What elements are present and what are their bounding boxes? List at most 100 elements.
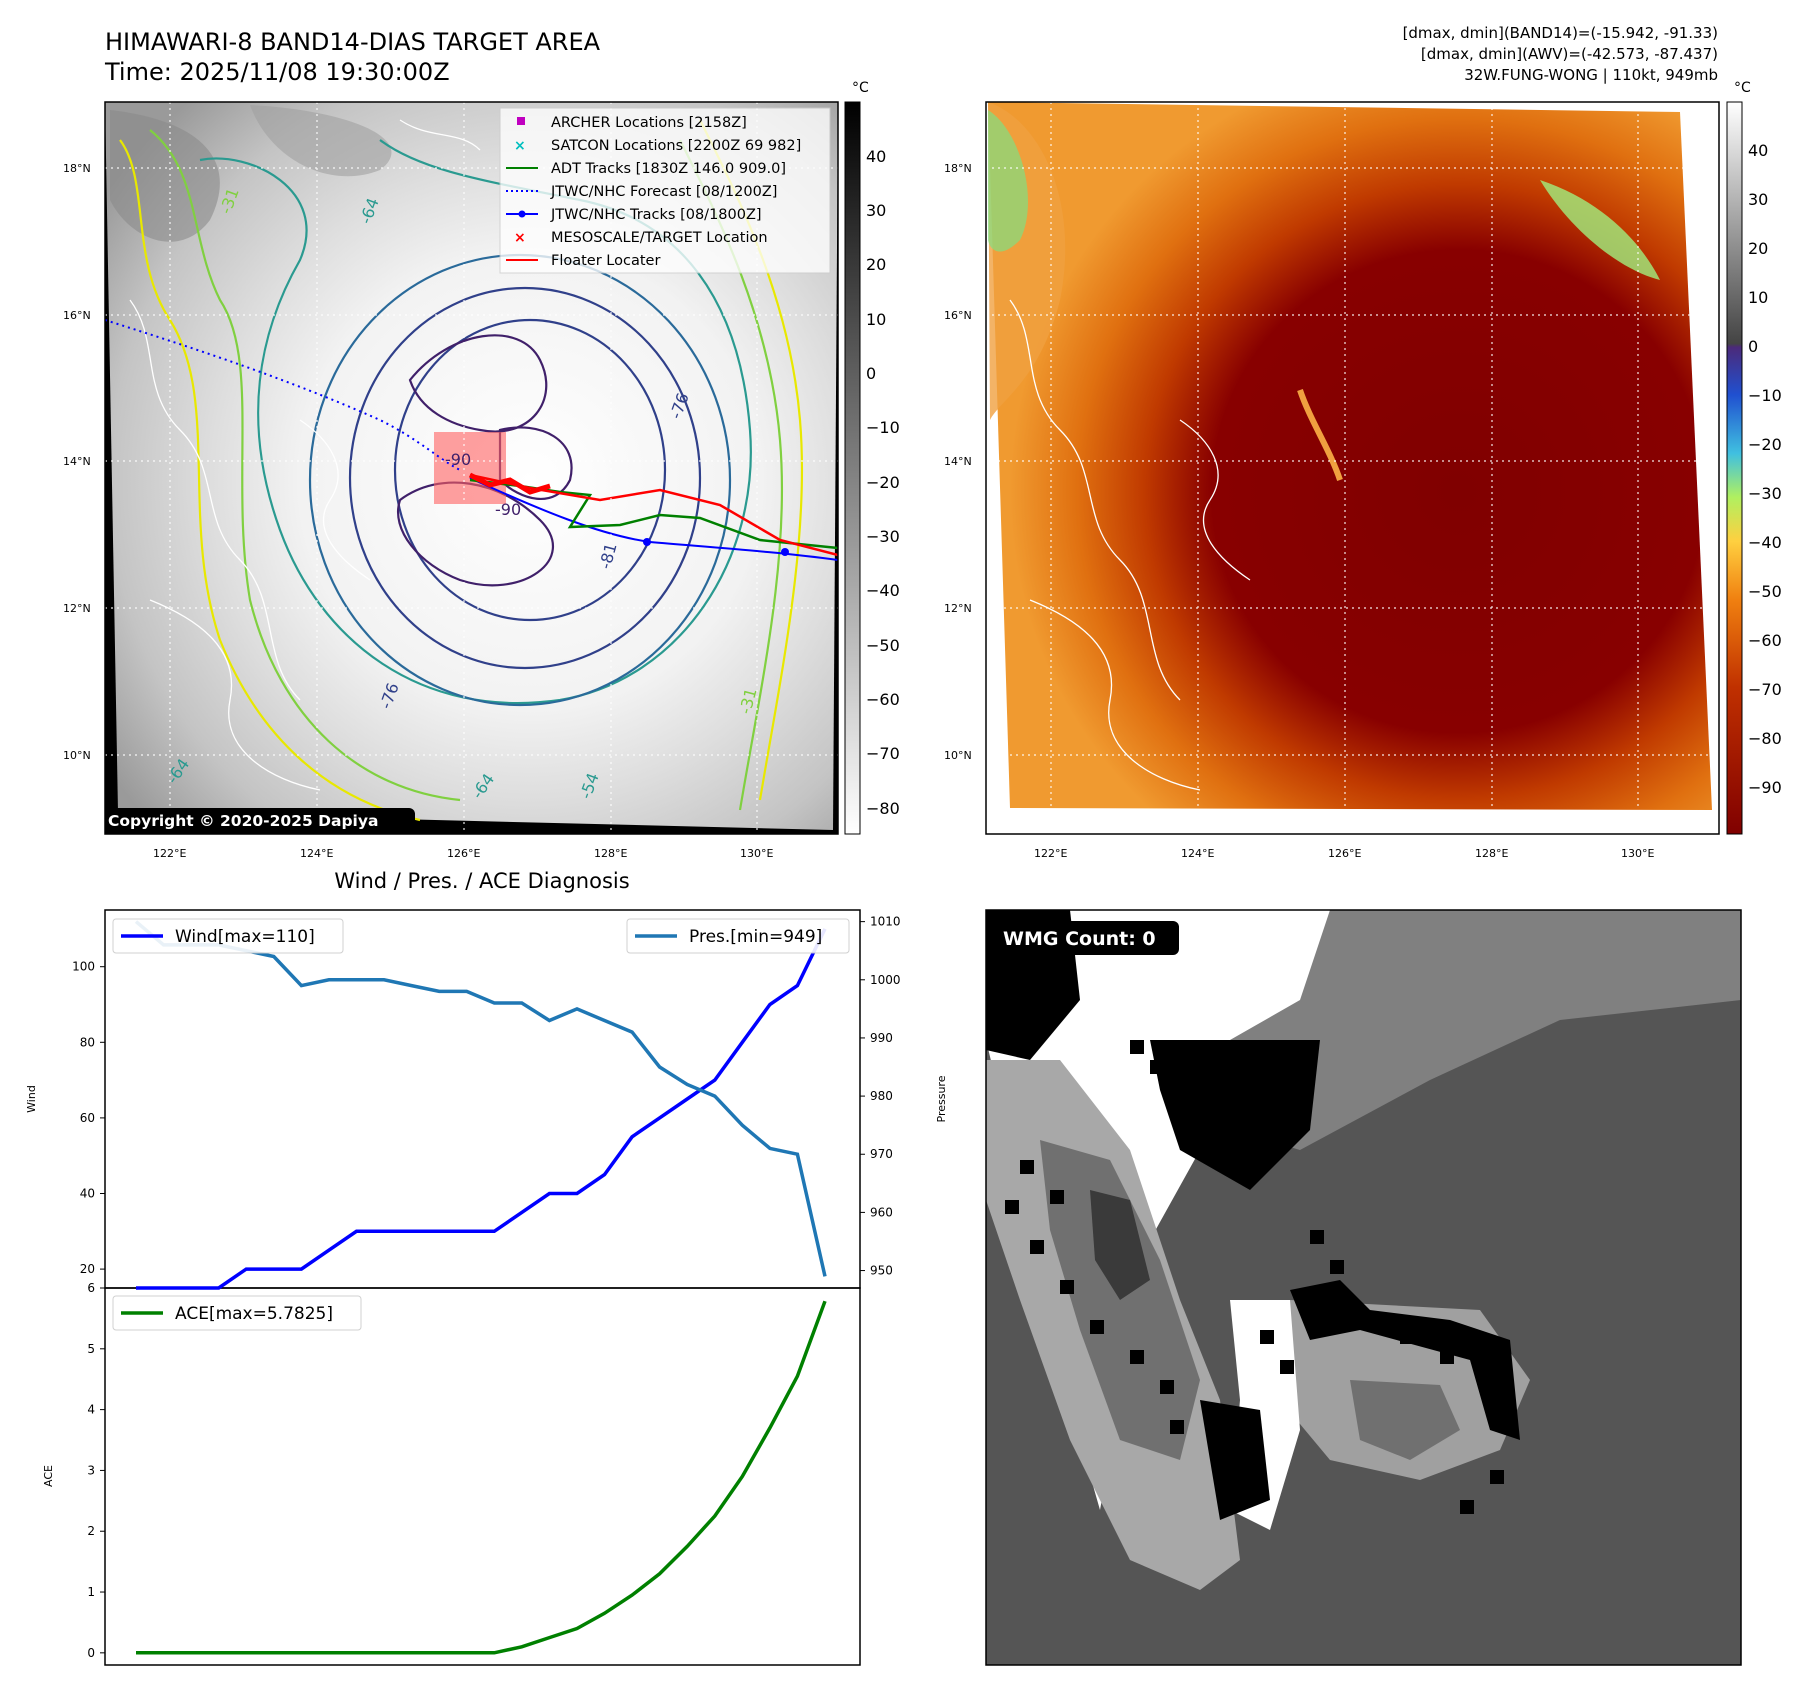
colorbar-tick: 10: [1748, 288, 1768, 307]
ir-colorbar-ticks: 40 30 20 10 0 −10 −20 −30 −40 −50 −60 −7…: [866, 147, 900, 818]
jtwc-track-point: [643, 538, 651, 546]
colorbar-tick: −10: [866, 418, 900, 437]
pressure-tick-label: 960: [870, 1205, 893, 1219]
legend-mesoscale-marker: ×: [514, 230, 526, 246]
lon-label: 124°E: [300, 847, 333, 860]
ace-tick-label: 5: [87, 1342, 95, 1356]
wmg-pixel: [1310, 1230, 1324, 1244]
map-legend: ARCHER Locations [2158Z] × SATCON Locati…: [499, 107, 831, 274]
wmg-pixel: [1020, 1160, 1034, 1174]
legend-box: [499, 107, 831, 274]
coastline: [1009, 299, 1181, 701]
lat-label: 18°N: [63, 162, 91, 175]
lon-label: 128°E: [594, 847, 627, 860]
wmg-pixel: [1150, 1060, 1164, 1074]
wmg-pixel: [1200, 1050, 1214, 1064]
wmg-pixel: [1220, 1450, 1234, 1464]
contour-blue-inner: [393, 318, 667, 622]
coastline: [399, 119, 481, 151]
colorbar-tick: 20: [866, 255, 886, 274]
ir-colorbar: [844, 101, 861, 835]
diagnosis-panel: Wind / Pres. / ACE Diagnosis Wind Pressu…: [25, 869, 948, 1666]
colorbar-tick: −70: [1748, 680, 1782, 699]
figure-time: Time: 2025/11/08 19:30:00Z: [104, 58, 450, 86]
ir-colorbar-unit: °C: [852, 80, 869, 96]
colorbar-tick: −40: [1748, 533, 1782, 552]
wmg-pixel: [1060, 1280, 1074, 1294]
legend-jtwc-label: JTWC/NHC Tracks [08/1800Z]: [550, 207, 762, 223]
ace-axes: [104, 1287, 861, 1666]
lon-label: 122°E: [153, 847, 186, 860]
wind-tick-label: 80: [80, 1035, 95, 1049]
wmg-pixel: [1280, 1360, 1294, 1374]
lon-label: 128°E: [1475, 847, 1508, 860]
colorbar-tick: −60: [1748, 631, 1782, 650]
colorbar-tick: −80: [866, 799, 900, 818]
ace-tick-label: 1: [87, 1585, 95, 1599]
colorbar-tick: 30: [866, 201, 886, 220]
legend-mesoscale-label: MESOSCALE/TARGET Location: [551, 230, 768, 246]
info-band14-range: [dmax, dmin](BAND14)=(-15.942, -91.33): [1403, 24, 1718, 42]
awv-map-frame: [985, 101, 1720, 835]
wind-tick-label: 40: [80, 1187, 95, 1201]
ace-legend-box: [112, 1295, 362, 1331]
colorbar-tick: −50: [866, 636, 900, 655]
pressure-axis-label: Pressure: [935, 1075, 948, 1122]
contour-blue: [348, 286, 702, 670]
wmg-pixel: [1170, 1420, 1184, 1434]
copyright-text: Copyright © 2020-2025 Dapiya: [108, 812, 378, 830]
wind-axis-label: Wind: [25, 1085, 38, 1113]
colorbar-tick: −40: [866, 581, 900, 600]
ace-ticks: 0 1 2 3 4 5 6: [87, 1281, 105, 1660]
jtwc-track-point: [781, 548, 789, 556]
wmg-region: [1350, 1380, 1460, 1460]
pressure-legend-label: Pres.[min=949]: [689, 927, 822, 947]
legend-archer-marker: [517, 117, 525, 125]
figure-title: HIMAWARI-8 BAND14-DIAS TARGET AREA: [105, 28, 601, 56]
map-grid: [986, 102, 1719, 834]
legend-jtwc-dot: [518, 210, 526, 218]
colorbar-tick: 40: [1748, 141, 1768, 160]
lat-label: 10°N: [63, 749, 91, 762]
lat-label: 12°N: [63, 602, 91, 615]
wmg-pixel: [1330, 1260, 1344, 1274]
lat-label: 10°N: [944, 749, 972, 762]
ace-series-line: [136, 1300, 827, 1655]
wmg-pixel: [1460, 1500, 1474, 1514]
wind-legend-label: Wind[max=110]: [175, 927, 315, 947]
mesoscale-target-markers: [468, 472, 551, 495]
pressure-tick-label: 1010: [870, 915, 901, 929]
contour-purple: [498, 426, 573, 500]
lon-label: 126°E: [1328, 847, 1361, 860]
lat-label: 14°N: [63, 455, 91, 468]
lat-label: 12°N: [944, 602, 972, 615]
ace-tick-label: 0: [87, 1646, 95, 1660]
wmg-region: [1090, 1190, 1150, 1300]
colorbar-tick: 30: [1748, 190, 1768, 209]
legend-adt-label: ADT Tracks [1830Z 146.0 909.0]: [551, 161, 786, 177]
wind-tick-label: 20: [80, 1262, 95, 1276]
wind-tick-label: 100: [72, 960, 95, 974]
wmg-image: [986, 910, 1741, 1665]
colorbar-tick: 10: [866, 310, 886, 329]
contour-green: [149, 129, 461, 802]
colorbar-tick: 0: [1748, 337, 1758, 356]
colorbar-tick: 0: [866, 364, 876, 383]
awv-image: [988, 102, 1712, 810]
lon-label: 130°E: [740, 847, 773, 860]
wmg-pixel: [1440, 1350, 1454, 1364]
contour-purple: [408, 334, 548, 433]
ace-axis-label: ACE: [42, 1465, 55, 1487]
info-storm: 32W.FUNG-WONG | 110kt, 949mb: [1464, 66, 1718, 84]
floater-locater-track: [469, 473, 838, 557]
awv-green-patch: [1540, 180, 1660, 280]
awv-map-panel: 122°E 124°E 126°E 128°E 130°E 18°N 16°N …: [944, 80, 1782, 860]
colorbar-tick: −20: [866, 473, 900, 492]
wmg-pixel: [1130, 1040, 1144, 1054]
wmg-panel: WMG Count: 0: [985, 909, 1742, 1666]
wmg-pixel: [1400, 1330, 1414, 1344]
coastline: [1029, 599, 1201, 791]
jtwc-forecast-track: [105, 319, 461, 471]
awv-moist-streak: [1297, 389, 1343, 481]
